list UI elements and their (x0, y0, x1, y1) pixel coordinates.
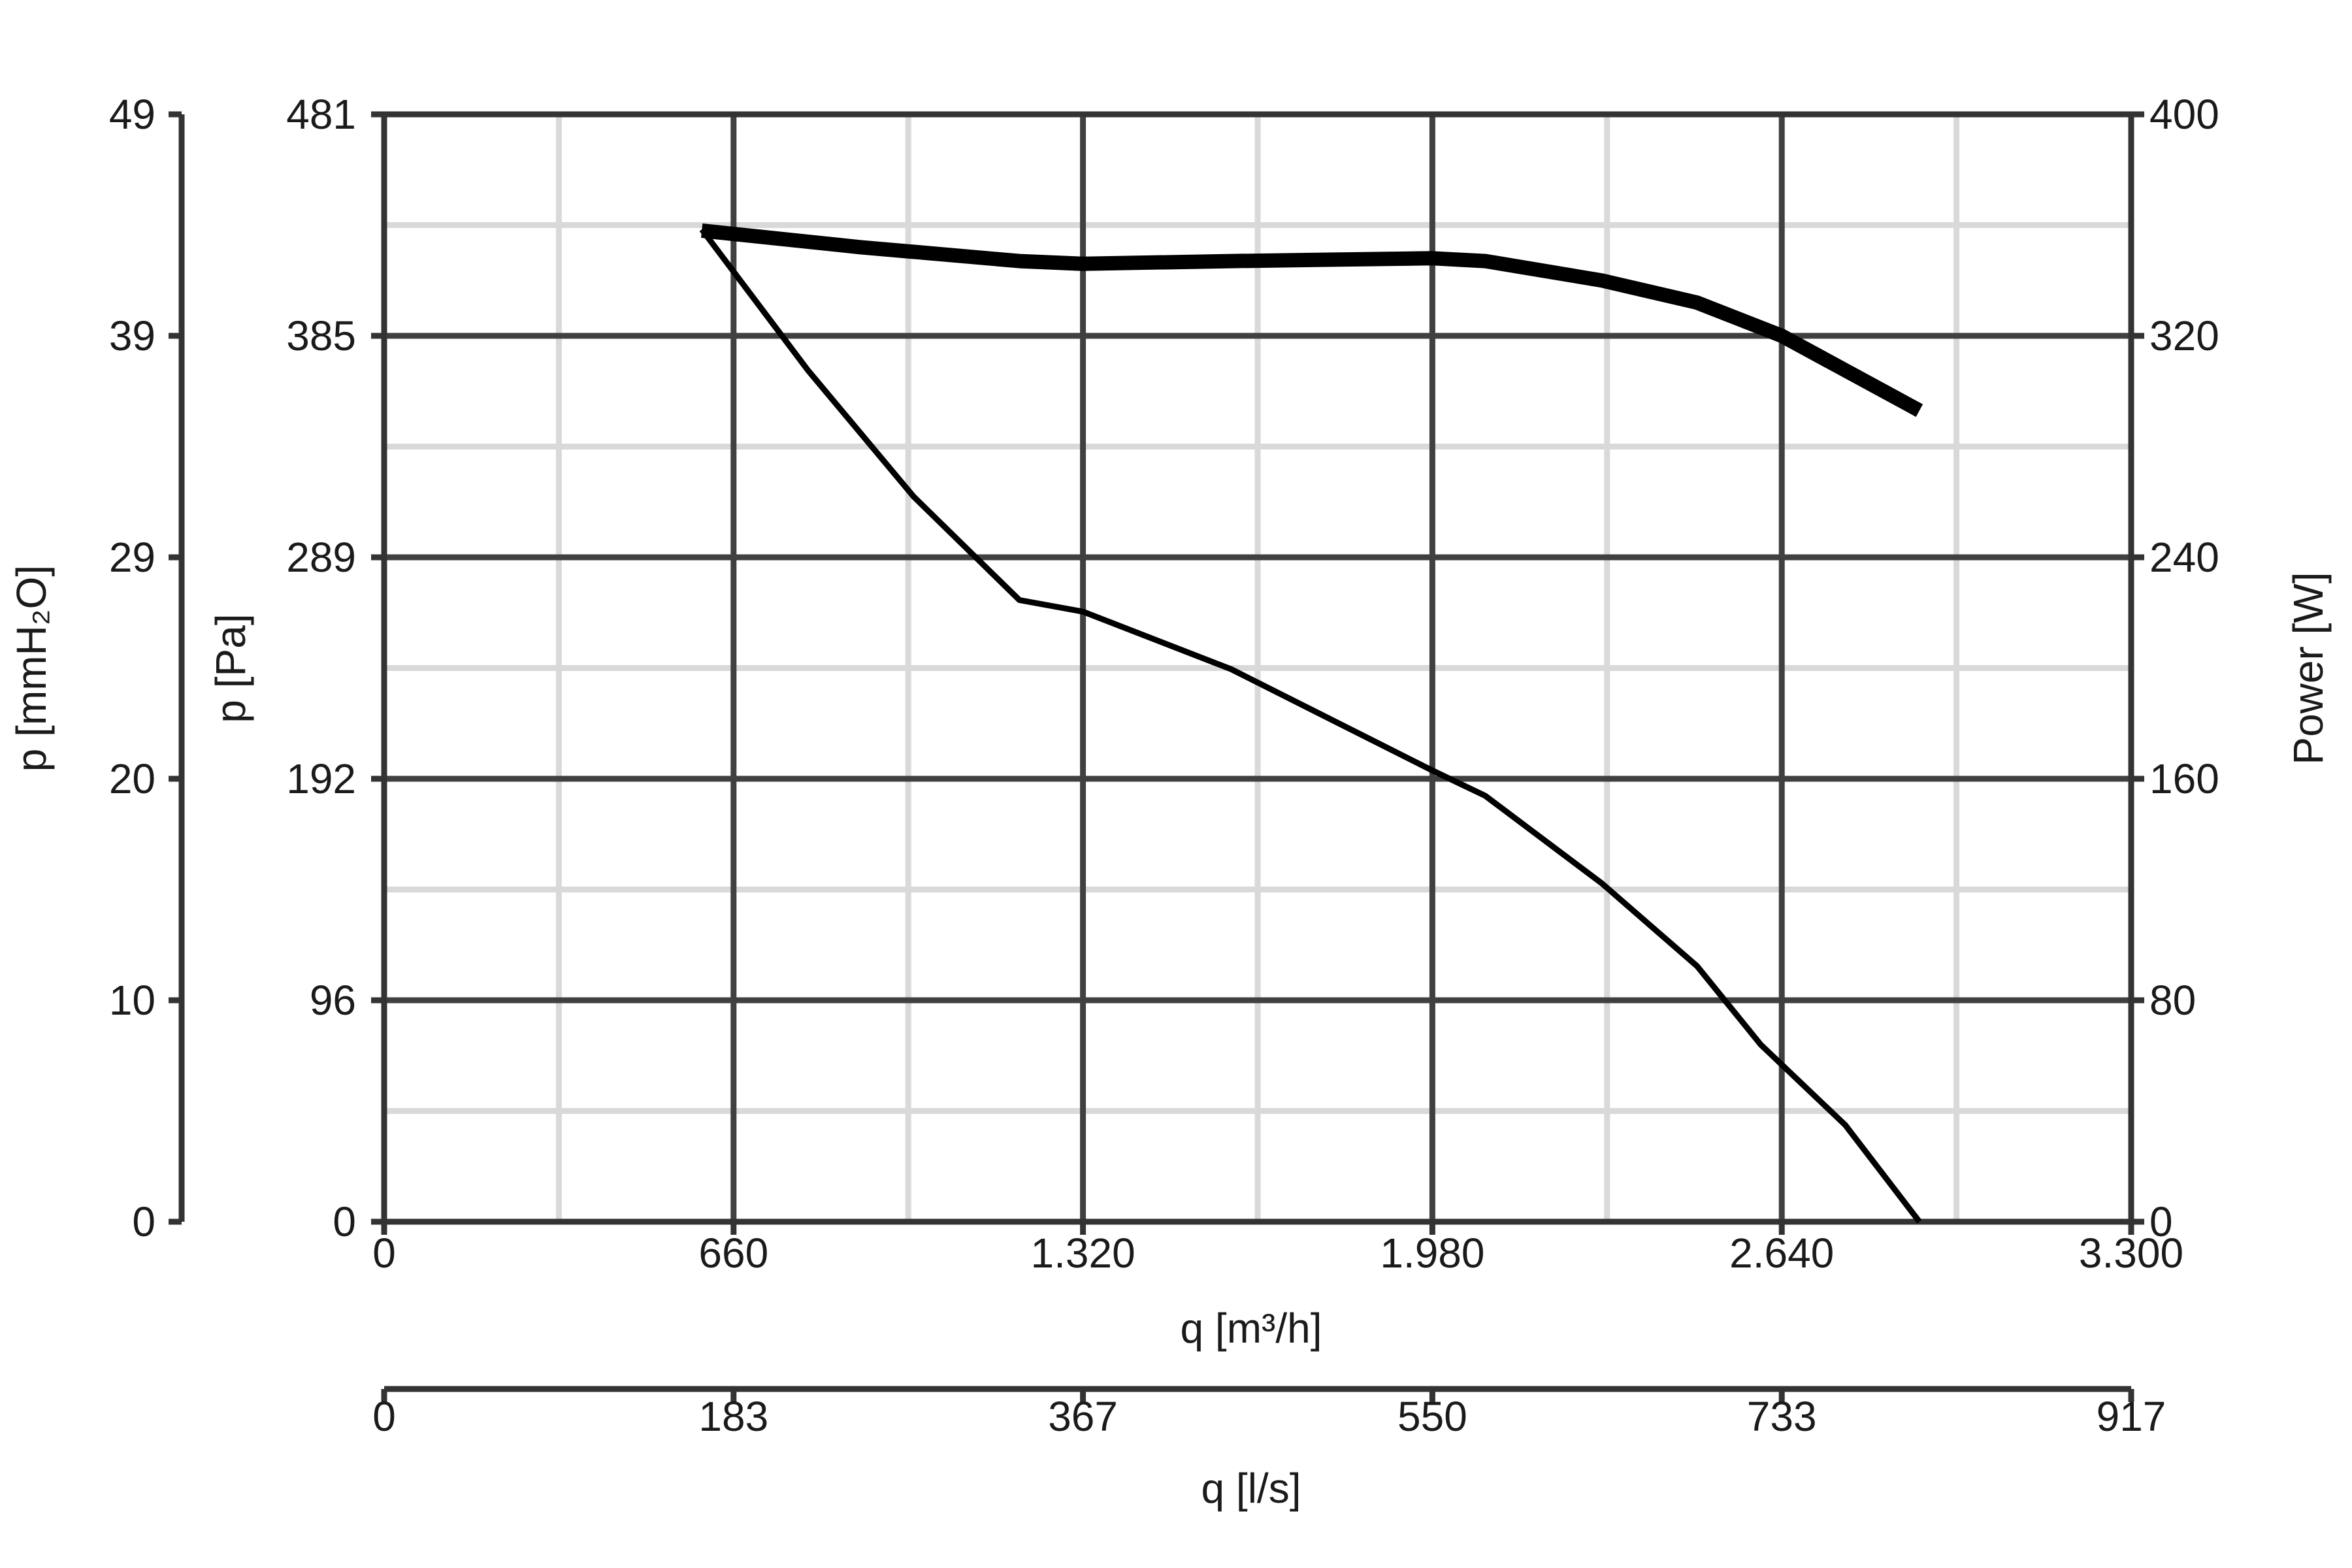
x2-tick-label: 183 (698, 1393, 768, 1440)
y-tick-label: 0 (333, 1198, 356, 1245)
curves (699, 223, 1923, 1224)
x-tick-label: 1.980 (1380, 1230, 1484, 1277)
x2-tick-label: 0 (372, 1393, 396, 1440)
pressure-curve (699, 227, 1922, 1224)
x-tick-label: 1.320 (1031, 1230, 1135, 1277)
x2-tick-label: 733 (1747, 1393, 1817, 1440)
x2-tick-label: 917 (2097, 1393, 2166, 1440)
y-tick-label: 481 (286, 91, 356, 138)
y-outer-tick-label: 0 (132, 1198, 155, 1245)
y-outer-tick-label: 10 (109, 977, 155, 1024)
y-outer-tick-label: 20 (109, 755, 155, 802)
y-outer-tick-label: 29 (109, 534, 155, 581)
minor-grid (384, 114, 2131, 1222)
y-outer-tick-label: 49 (109, 91, 155, 138)
plot-frame (381, 111, 2134, 1225)
y-right-tick-label: 80 (2149, 977, 2196, 1024)
y-tick-label: 385 (286, 312, 356, 359)
y-axis-title: p [Pa] (207, 613, 254, 723)
x-axis-title: q [m³/h] (1181, 1305, 1322, 1352)
y-right-tick-label: 0 (2149, 1198, 2173, 1245)
y-right-tick-label: 320 (2149, 312, 2219, 359)
y-tick-label: 192 (286, 755, 356, 802)
x-tick-label: 2.640 (1729, 1230, 1834, 1277)
y-right-tick-label: 400 (2149, 91, 2219, 138)
y-right-axis-title: Power [W] (2285, 572, 2332, 764)
x-tick-label: 660 (698, 1230, 768, 1277)
x-tick-label: 0 (372, 1230, 396, 1277)
y-tick-label: 289 (286, 534, 356, 581)
axes (169, 111, 2144, 1402)
power-curve (701, 223, 1923, 417)
y-outer-axis-title: p [mmH₂O] (8, 565, 55, 772)
y-right-tick-label: 160 (2149, 755, 2219, 802)
y-tick-label: 96 (310, 977, 356, 1024)
major-grid (384, 114, 2131, 1222)
y-outer-tick-label: 39 (109, 312, 155, 359)
x2-tick-label: 367 (1048, 1393, 1118, 1440)
x2-axis-title: q [l/s] (1201, 1465, 1301, 1512)
x2-tick-label: 550 (1397, 1393, 1467, 1440)
x-tick-label: 3.300 (2079, 1230, 2183, 1277)
y-right-tick-label: 240 (2149, 534, 2219, 581)
